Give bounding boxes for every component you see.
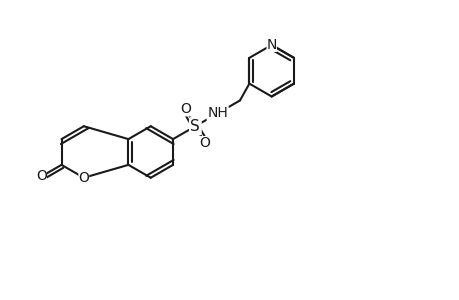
Text: S: S [190, 119, 200, 134]
Text: N: N [266, 38, 276, 52]
Text: O: O [36, 169, 47, 184]
Text: NH: NH [207, 106, 228, 120]
Text: O: O [199, 136, 210, 150]
Text: O: O [180, 103, 191, 116]
Text: O: O [78, 171, 89, 185]
